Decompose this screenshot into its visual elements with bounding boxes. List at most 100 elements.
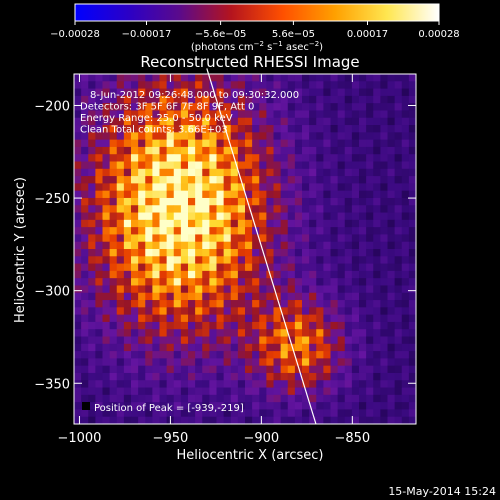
heatmap-cell [145, 292, 153, 301]
heatmap-cell [273, 409, 282, 418]
heatmap-cell [138, 168, 146, 177]
heatmap-cell [366, 168, 374, 177]
heatmap-cell [366, 234, 374, 243]
heatmap-cell [116, 416, 125, 424]
heatmap-cell [195, 263, 203, 272]
heatmap-cell [173, 351, 182, 359]
heatmap-cell [145, 263, 153, 272]
heatmap-cell [309, 139, 317, 148]
heatmap-cell [366, 197, 374, 206]
heatmap-cell [145, 154, 153, 162]
heatmap-cell [223, 314, 232, 323]
heatmap-cell [266, 103, 274, 111]
heatmap-cell [173, 219, 182, 228]
heatmap-cell [166, 125, 175, 133]
heatmap-cell [245, 416, 253, 424]
heatmap-cell [81, 125, 89, 133]
heatmap-cell [116, 270, 125, 279]
heatmap-cell [180, 88, 189, 97]
heatmap-cell [173, 146, 182, 155]
heatmap-cell [330, 154, 339, 162]
heatmap-cell [209, 314, 217, 323]
heatmap-cell [145, 365, 153, 374]
heatmap-cell [266, 146, 274, 155]
heatmap-cell [394, 380, 403, 388]
heatmap-cell [138, 132, 146, 141]
heatmap-cell [408, 132, 416, 141]
heatmap-cell [380, 88, 388, 97]
heatmap-cell [138, 249, 146, 257]
heatmap-cell [387, 365, 396, 374]
heatmap-cell [116, 241, 125, 250]
heatmap-cell [323, 205, 331, 213]
colorbar-tick-label: −0.00028 [50, 29, 100, 40]
heatmap-cell [359, 336, 367, 345]
heatmap-cell [373, 74, 381, 82]
heatmap-cell [380, 351, 388, 359]
heatmap-cell [131, 241, 139, 250]
heatmap-cell [180, 416, 189, 424]
heatmap-cell [273, 249, 282, 257]
heatmap-cell [216, 74, 225, 82]
heatmap-cell [74, 329, 82, 337]
heatmap-cell [123, 117, 132, 126]
heatmap-cell [294, 285, 303, 294]
heatmap-cell [109, 219, 118, 228]
heatmap-cell [266, 88, 274, 97]
heatmap-cell [287, 219, 296, 228]
heatmap-cell [209, 161, 217, 170]
heatmap-cell [81, 263, 89, 272]
heatmap-cell [188, 74, 196, 82]
heatmap-cell [337, 227, 346, 235]
heatmap-cell [373, 278, 381, 286]
heatmap-cell [152, 117, 160, 126]
heatmap-cell [152, 176, 160, 184]
heatmap-cell [259, 314, 267, 323]
heatmap-cell [237, 300, 246, 308]
heatmap-cell [245, 74, 253, 82]
heatmap-cell [173, 81, 182, 89]
heatmap-cell [173, 117, 182, 126]
heatmap-cell [202, 95, 210, 104]
heatmap-cell [330, 416, 339, 424]
heatmap-cell [180, 183, 189, 192]
heatmap-cell [302, 314, 310, 323]
heatmap-cell [209, 343, 217, 352]
heatmap-cell [380, 168, 388, 177]
heatmap-cell [230, 300, 239, 308]
heatmap-cell [302, 132, 310, 141]
heatmap-cell [351, 358, 360, 367]
heatmap-cell [180, 132, 189, 141]
heatmap-cell [266, 402, 274, 410]
heatmap-cell [74, 183, 82, 192]
heatmap-cell [351, 321, 360, 330]
heatmap-cell [223, 205, 232, 213]
heatmap-cell [323, 336, 331, 345]
heatmap-cell [280, 95, 289, 104]
heatmap-cell [373, 380, 381, 388]
heatmap-cell [230, 234, 239, 243]
heatmap-cell [131, 125, 139, 133]
heatmap-cell [116, 103, 125, 111]
heatmap-cell [337, 256, 346, 264]
heatmap-cell [302, 278, 310, 286]
heatmap-cell [230, 103, 239, 111]
heatmap-cell [259, 139, 267, 148]
heatmap-cell [302, 365, 310, 374]
heatmap-cell [287, 263, 296, 272]
heatmap-cell [95, 278, 103, 286]
heatmap-cell [95, 300, 103, 308]
heatmap-cell [131, 416, 139, 424]
heatmap-cell [237, 132, 246, 141]
heatmap-cell [131, 278, 139, 286]
heatmap-cell [280, 402, 289, 410]
heatmap-cell [138, 212, 146, 221]
heatmap-cell [380, 387, 388, 396]
heatmap-cell [209, 300, 217, 308]
heatmap-cell [237, 139, 246, 148]
heatmap-cell [273, 416, 282, 424]
heatmap-cell [373, 110, 381, 119]
x-tick-label: −850 [334, 431, 370, 446]
heatmap-cell [408, 168, 416, 177]
heatmap-cell [394, 110, 403, 119]
